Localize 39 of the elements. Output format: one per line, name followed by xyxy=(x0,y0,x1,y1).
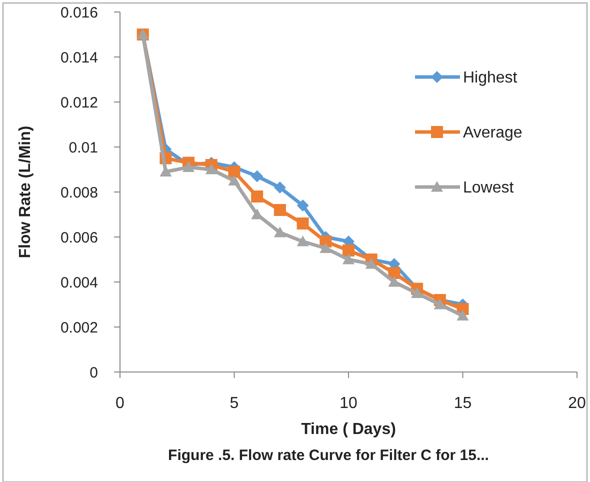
point xyxy=(160,166,172,177)
point xyxy=(274,204,286,216)
point xyxy=(228,166,240,178)
point xyxy=(411,287,424,298)
point xyxy=(228,174,240,186)
y-tick-label: 0.012 xyxy=(60,94,98,112)
point xyxy=(274,182,286,194)
point xyxy=(342,254,354,264)
y-tick-label: 0.016 xyxy=(60,4,98,22)
point xyxy=(434,298,446,310)
point xyxy=(296,218,309,230)
point xyxy=(205,164,218,174)
point xyxy=(296,200,309,212)
x-tick-label: 20 xyxy=(568,395,586,412)
point xyxy=(320,242,332,254)
y-tick-label: 0.014 xyxy=(60,49,98,66)
point xyxy=(388,276,400,287)
y-tick-label: 0.002 xyxy=(60,319,98,336)
x-tick-label: 15 xyxy=(454,395,472,412)
y-tick-label: 0.004 xyxy=(60,274,98,292)
legend-label: Highest xyxy=(463,70,518,87)
y-tick-label: 0.008 xyxy=(60,184,98,202)
y-tick-label: 0.006 xyxy=(60,229,98,246)
point xyxy=(251,170,264,182)
legend-label: Lowest xyxy=(463,180,514,197)
point xyxy=(342,244,354,256)
point xyxy=(296,236,309,246)
y-tick-label: 0 xyxy=(90,364,98,382)
x-axis-title: Time ( Days) xyxy=(301,421,396,438)
x-tick-label: 5 xyxy=(230,395,239,412)
x-tick-label: 10 xyxy=(340,395,358,412)
y-axis-title: Flow Rate (L/Min) xyxy=(17,126,34,258)
y-tick-label: 0.01 xyxy=(68,139,98,156)
text: Figure .5. Flow rate Curve for Filter C for 15... xyxy=(168,447,489,464)
x-tick-label: 0 xyxy=(116,395,125,412)
point xyxy=(274,226,286,238)
point xyxy=(251,190,264,202)
legend-label: Average xyxy=(463,124,522,142)
point xyxy=(456,310,469,321)
